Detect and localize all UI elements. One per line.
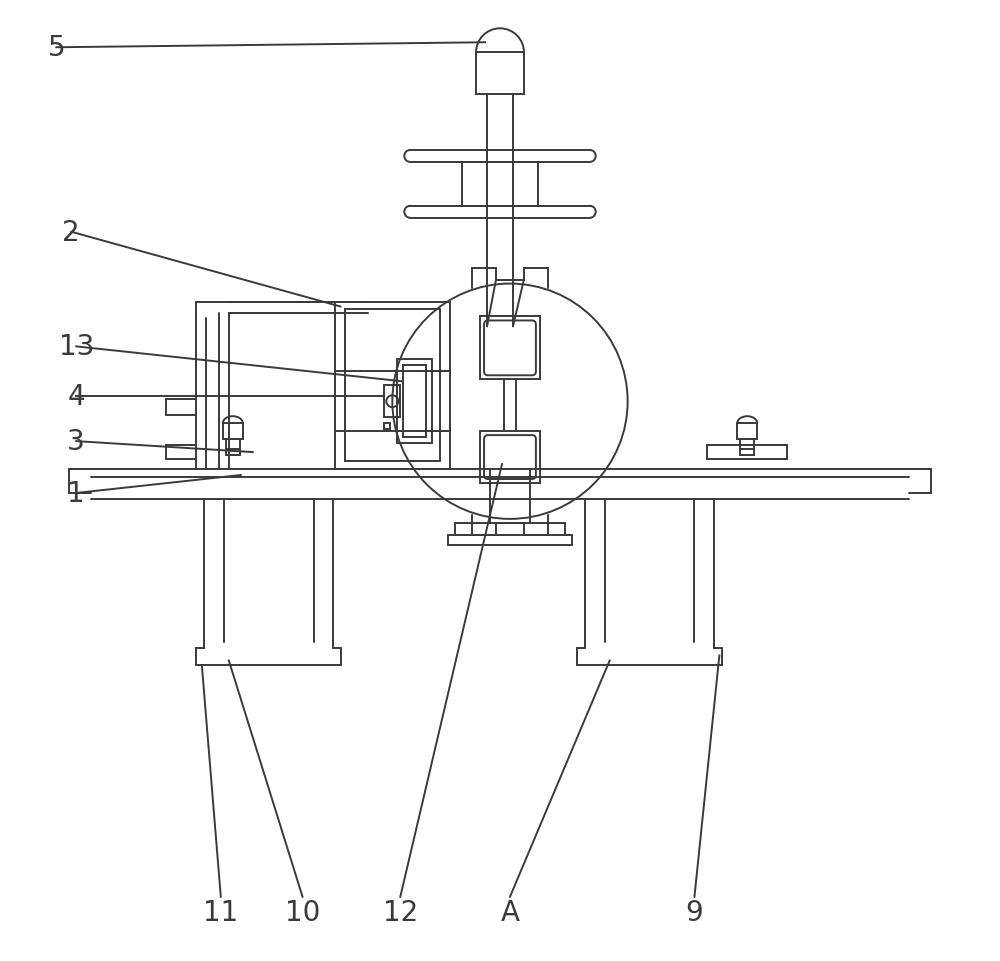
Bar — [737, 424, 757, 440]
Bar — [226, 440, 240, 450]
Text: 10: 10 — [285, 898, 320, 925]
Bar — [480, 431, 540, 483]
Text: 13: 13 — [59, 333, 94, 361]
Bar — [345, 310, 440, 461]
Text: 2: 2 — [62, 218, 80, 246]
Text: 4: 4 — [67, 382, 85, 410]
Text: 12: 12 — [383, 898, 418, 925]
Text: 5: 5 — [47, 35, 65, 62]
Bar — [480, 317, 540, 380]
Bar — [740, 440, 754, 450]
Text: 3: 3 — [67, 428, 85, 456]
Text: 11: 11 — [203, 898, 238, 925]
Text: 1: 1 — [67, 480, 85, 507]
Text: A: A — [500, 898, 519, 925]
Bar — [462, 162, 538, 207]
Text: 9: 9 — [686, 898, 703, 925]
Bar — [397, 360, 432, 444]
Bar — [335, 302, 450, 470]
Bar — [476, 53, 524, 95]
Bar — [403, 366, 426, 437]
Bar — [223, 424, 243, 440]
Bar — [384, 386, 400, 418]
